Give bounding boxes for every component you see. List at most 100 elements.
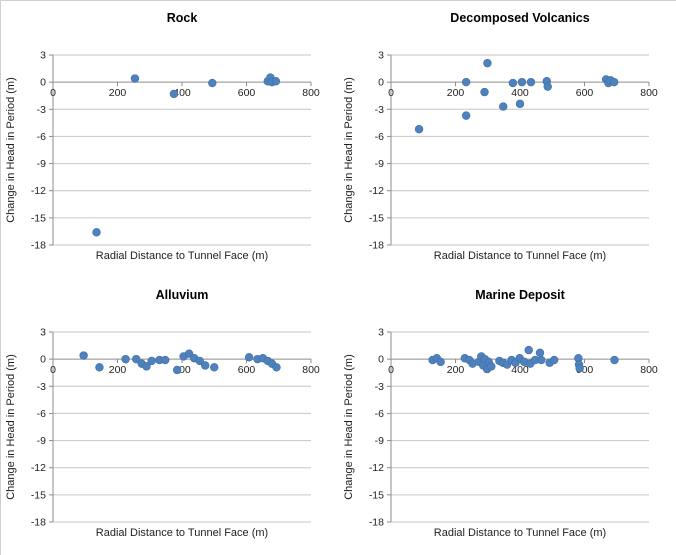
data-point: [486, 362, 495, 371]
y-tick-label: 0: [40, 77, 46, 89]
y-tick-label: -3: [37, 381, 46, 393]
y-axis-title: Change in Head in Period (m): [5, 77, 17, 223]
y-tick-label: -15: [31, 212, 46, 224]
data-point: [169, 89, 179, 99]
x-tick-label: 0: [388, 364, 394, 376]
data-point: [517, 77, 526, 87]
y-tick-label: -6: [37, 131, 46, 143]
data-point: [526, 77, 535, 87]
data-point: [549, 355, 558, 365]
data-point: [535, 348, 544, 358]
y-tick-label: 0: [378, 77, 384, 89]
data-point: [79, 351, 88, 360]
y-axis-title: Change in Head in Period (m): [343, 77, 355, 223]
data-point: [172, 365, 182, 375]
chart-title: Decomposed Volcanics: [450, 11, 589, 25]
data-point: [414, 124, 423, 134]
x-tick-label: 200: [109, 364, 127, 376]
y-tick-label: -18: [31, 240, 46, 252]
y-tick-label: -12: [368, 185, 383, 197]
y-tick-label: -15: [368, 212, 383, 224]
data-point: [461, 111, 470, 120]
y-tick-label: -9: [374, 435, 383, 447]
data-point: [543, 82, 552, 91]
x-tick-label: 200: [109, 87, 127, 99]
x-tick-label: 200: [446, 87, 464, 99]
x-tick-label: 400: [511, 364, 529, 376]
data-point: [208, 78, 217, 88]
x-tick-label: 800: [640, 364, 658, 376]
y-tick-label: -3: [374, 104, 383, 116]
scatter-plot-decomposed-volcanics: 3 0 -3 -6 -9 -12 -15 -18 0 200 400 600 800 Decomposed…: [343, 11, 658, 262]
y-tick-label: 3: [40, 327, 46, 339]
data-point: [479, 87, 489, 97]
y-tick-label: -18: [368, 240, 383, 252]
x-tick-label: 200: [446, 364, 464, 376]
data-point: [272, 363, 281, 372]
data-point: [461, 77, 470, 87]
y-tick-label: -6: [374, 408, 383, 420]
x-tick-label: 800: [302, 87, 320, 99]
y-tick-label: -9: [374, 158, 383, 170]
x-axis-title: Radial Distance to Tunnel Face (m): [433, 527, 605, 539]
data-point: [435, 357, 445, 367]
y-tick-label: -12: [368, 462, 383, 474]
y-tick-label: -15: [368, 489, 383, 501]
x-tick-label: 600: [238, 364, 256, 376]
x-tick-label: 0: [50, 364, 56, 376]
data-point: [195, 356, 204, 366]
data-point: [92, 228, 101, 237]
y-tick-label: -18: [368, 517, 383, 529]
y-tick-label: -3: [374, 381, 383, 393]
x-tick-label: 400: [173, 87, 191, 99]
data-point: [271, 77, 281, 86]
data-point: [508, 78, 517, 88]
data-point: [161, 355, 170, 365]
y-tick-label: -9: [37, 158, 46, 170]
y-tick-label: 3: [378, 50, 384, 62]
y-tick-label: 3: [378, 327, 384, 339]
chart-marine-deposit: 3 0 -3 -6 -9 -12 -15 -18 0 200 400 600 800 Marine Dep…: [339, 278, 676, 555]
data-point: [524, 345, 533, 355]
y-tick-label: -6: [374, 131, 383, 143]
data-point: [210, 363, 219, 372]
data-point: [515, 99, 524, 109]
chart-rock: 3 0 -3 -6 -9 -12 -15 -18 0 200 400 600 800 Rock Radial…: [1, 1, 339, 278]
y-tick-label: 3: [40, 50, 46, 62]
x-tick-label: 400: [511, 87, 529, 99]
x-tick-label: 800: [302, 364, 320, 376]
data-point: [482, 58, 492, 68]
y-axis-title: Change in Head in Period (m): [5, 354, 17, 500]
y-tick-label: -18: [31, 517, 46, 529]
y-tick-label: -15: [31, 489, 46, 501]
y-tick-label: 0: [378, 354, 384, 366]
chart-title: Alluvium: [156, 288, 209, 302]
x-tick-label: 600: [575, 87, 593, 99]
x-axis-title: Radial Distance to Tunnel Face (m): [96, 250, 268, 262]
y-tick-label: -12: [31, 462, 46, 474]
data-point: [147, 356, 156, 366]
data-point: [536, 355, 545, 365]
data-point: [132, 354, 141, 364]
y-tick-label: 0: [40, 354, 46, 366]
scatter-plot-rock: 3 0 -3 -6 -9 -12 -15 -18 0 200 400 600 800 Rock Radial…: [5, 11, 320, 262]
data-point: [95, 363, 104, 372]
data-point: [498, 102, 507, 111]
x-axis-title: Radial Distance to Tunnel Face (m): [96, 527, 268, 539]
chart-title: Rock: [167, 11, 198, 25]
x-tick-label: 0: [50, 87, 56, 99]
data-point: [574, 363, 584, 373]
chart-alluvium: 3 0 -3 -6 -9 -12 -15 -18 0 200 400 600 800 Alluvium Ra…: [1, 278, 339, 555]
y-axis-title: Change in Head in Period (m): [343, 354, 355, 500]
chart-title: Marine Deposit: [475, 288, 565, 302]
data-point: [121, 354, 130, 364]
y-tick-label: -9: [37, 435, 46, 447]
x-tick-label: 600: [238, 87, 256, 99]
scatter-plot-alluvium: 30-3-6-9-12-15-180 200 400 600 800AlluviumRa…: [5, 288, 320, 539]
data-point: [201, 361, 210, 370]
y-tick-label: -6: [37, 408, 46, 420]
y-tick-label: -12: [31, 185, 46, 197]
x-tick-label: 0: [388, 87, 394, 99]
y-tick-label: -3: [37, 104, 46, 116]
